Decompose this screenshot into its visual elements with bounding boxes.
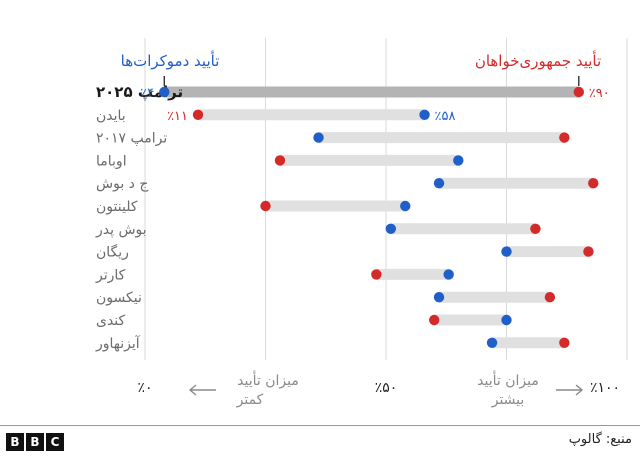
bbc-logo-letter: B: [26, 433, 44, 451]
category-label: آیزنهاور: [95, 335, 141, 352]
source-note: منبع: گالوپ: [568, 432, 632, 447]
category-label: ج د بوش: [96, 176, 149, 192]
category-label: بوش پدر: [95, 222, 147, 238]
less-approval-note: میزان تأیید: [237, 370, 299, 389]
approval-dumbbell-chart: ترامپ ۲۰۲۵ بایدن ترامپ ۲۰۱۷ اوباما ج د بوش کل…: [95, 38, 628, 408]
republican-point: [544, 292, 556, 303]
x-tick-label: ٪۵۰: [375, 380, 398, 396]
bbc-logo-letter: B: [6, 433, 24, 451]
democrat-point: [419, 109, 430, 121]
category-label: ترامپ ۲۰۲۵: [96, 83, 183, 101]
democrat-point: [433, 292, 445, 303]
republican-point: [192, 109, 204, 121]
republican-point: [588, 178, 599, 189]
more-approval-note: میزان تأیید: [477, 370, 539, 389]
category-label: کلینتون: [96, 199, 138, 215]
democrat-point: [453, 155, 464, 166]
left-arrow-icon: [188, 384, 216, 396]
bbc-logo: B B C: [6, 433, 64, 451]
category-label: نیکسون: [96, 290, 142, 306]
republican-point: [573, 86, 584, 98]
democrat-value-label: ٪۵۸: [435, 109, 456, 124]
democrat-series-label: تأیید دموکرات‌ها: [121, 50, 220, 70]
category-label: کندی: [96, 313, 126, 329]
democrat-point: [486, 337, 498, 348]
republican-point: [559, 337, 570, 348]
category-label: ریگان: [96, 244, 129, 261]
republican-point: [583, 246, 594, 257]
democrat-point: [159, 86, 170, 98]
category-label: اوباما: [96, 153, 127, 169]
democrat-point: [400, 200, 411, 212]
republican-point: [530, 223, 541, 234]
more-approval-note: بیشتر: [491, 392, 525, 408]
democrat-point: [501, 246, 512, 257]
democrat-value-label: ٪۴: [140, 86, 154, 101]
republican-point: [559, 132, 570, 143]
democrat-point: [443, 269, 454, 280]
x-tick-label: ٪۱۰۰: [590, 380, 620, 396]
democrat-point: [433, 178, 445, 189]
republican-value-label: ٪۹۰: [589, 86, 610, 101]
right-arrow-icon: [556, 384, 584, 396]
x-tick-label: ٪۰: [137, 380, 152, 396]
bbc-logo-letter: C: [46, 433, 64, 451]
republican-point: [260, 200, 271, 212]
democrat-point: [313, 132, 324, 143]
category-label: بایدن: [96, 108, 126, 124]
less-approval-note: کمتر: [236, 392, 264, 408]
democrat-point: [501, 314, 512, 326]
footer-divider: [0, 425, 640, 426]
republican-point: [429, 314, 440, 326]
category-label: کارتر: [95, 267, 126, 283]
republican-series-label: تأیید جمهوری‌خواهان: [475, 50, 601, 70]
category-label: ترامپ ۲۰۱۷: [96, 131, 167, 147]
republican-point: [274, 155, 286, 166]
democrat-point: [385, 223, 397, 234]
republican-value-label: ٪۱۱: [167, 109, 188, 124]
republican-point: [371, 269, 382, 280]
